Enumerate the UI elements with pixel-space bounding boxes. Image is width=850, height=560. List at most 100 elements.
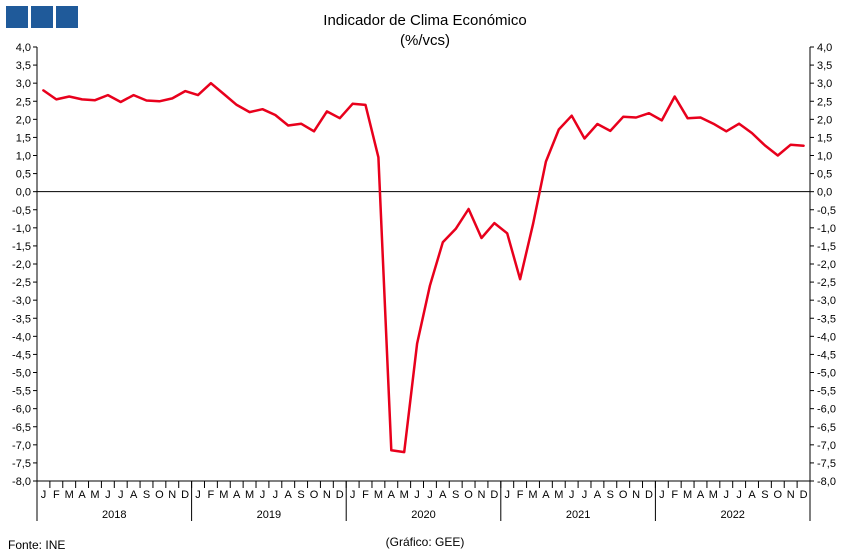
x-month-label: A (130, 489, 138, 501)
x-month-label: J (736, 489, 742, 501)
y-tick-label-right: -1,0 (817, 223, 836, 235)
x-month-label: N (323, 489, 331, 501)
y-tick-label-right: -2,0 (817, 259, 836, 271)
y-tick-label-right: 4,0 (817, 42, 832, 54)
y-tick-label-right: -3,5 (817, 313, 836, 325)
x-month-label: J (427, 489, 433, 501)
y-tick-label-right: 1,5 (817, 132, 832, 144)
x-month-label: M (65, 489, 74, 501)
y-tick-label-right: 2,5 (817, 96, 832, 108)
x-month-label: S (297, 489, 304, 501)
x-month-label: J (118, 489, 124, 501)
x-month-label: M (374, 489, 383, 501)
x-month-label: F (517, 489, 524, 501)
y-tick-label-right: 0,0 (817, 187, 832, 199)
y-tick-label-left: -5,5 (12, 386, 31, 398)
chart-subtitle: (%/vcs) (400, 32, 450, 49)
x-year-label: 2020 (411, 509, 435, 521)
series-line (42, 81, 805, 454)
y-tick-label-left: 3,0 (16, 78, 31, 90)
x-month-label: J (260, 489, 266, 501)
x-month-label: A (233, 489, 241, 501)
y-tick-label-left: -4,5 (12, 349, 31, 361)
x-month-label: D (800, 489, 808, 501)
x-month-label: F (362, 489, 369, 501)
y-tick-label-right: 1,0 (817, 151, 832, 163)
y-tick-label-right: -0,5 (817, 205, 836, 217)
y-tick-label-right: -6,5 (817, 422, 836, 434)
x-month-label: M (90, 489, 99, 501)
y-tick-label-right: 2,0 (817, 114, 832, 126)
y-tick-label-right: -7,5 (817, 458, 836, 470)
y-tick-label-left: -8,0 (12, 476, 31, 488)
series-group (42, 81, 805, 454)
y-tick-label-left: 1,0 (16, 151, 31, 163)
x-month-label: D (336, 489, 344, 501)
y-tick-label-left: 0,0 (16, 187, 31, 199)
x-month-label: S (143, 489, 150, 501)
ine-logo-icon (6, 6, 78, 28)
x-month-label: N (632, 489, 640, 501)
y-tick-label-right: -6,0 (817, 404, 836, 416)
x-month-label: A (285, 489, 293, 501)
x-month-label: J (414, 489, 420, 501)
y-tick-label-right: -5,0 (817, 368, 836, 380)
x-year-label: 2021 (566, 509, 590, 521)
x-month-label: F (53, 489, 60, 501)
y-tick-label-left: -0,5 (12, 205, 31, 217)
y-tick-label-right: -4,5 (817, 349, 836, 361)
y-tick-label-left: -2,0 (12, 259, 31, 271)
x-month-label: J (569, 489, 575, 501)
x-month-label: S (607, 489, 614, 501)
x-month-label: F (671, 489, 678, 501)
y-tick-label-left: -3,0 (12, 295, 31, 307)
y-tick-label-left: -2,5 (12, 277, 31, 289)
x-year-label: 2018 (102, 509, 126, 521)
y-tick-label-left: -6,5 (12, 422, 31, 434)
x-year-label: 2019 (257, 509, 281, 521)
x-month-label: N (787, 489, 795, 501)
y-tick-label-left: 0,5 (16, 169, 31, 181)
x-month-label: M (683, 489, 692, 501)
y-tick-label-left: -1,0 (12, 223, 31, 235)
x-month-label: J (41, 489, 47, 501)
y-tick-label-right: -3,0 (817, 295, 836, 307)
x-month-label: D (645, 489, 653, 501)
chart-axes (36, 47, 811, 482)
y-tick-label-right: -5,5 (817, 386, 836, 398)
x-month-label: A (388, 489, 396, 501)
y-tick-label-right: -4,0 (817, 331, 836, 343)
x-month-label: O (310, 489, 319, 501)
y-tick-label-left: 4,0 (16, 42, 31, 54)
x-month-label: M (400, 489, 409, 501)
credit-note: (Gráfico: GEE) (385, 535, 465, 549)
x-month-label: J (105, 489, 111, 501)
x-month-label: O (774, 489, 783, 501)
y-tick-label-left: 3,5 (16, 60, 31, 72)
x-month-label: M (528, 489, 537, 501)
x-month-label: A (594, 489, 602, 501)
x-month-label: J (273, 489, 279, 501)
x-month-label: O (464, 489, 473, 501)
x-month-label: M (245, 489, 254, 501)
x-month-label: F (208, 489, 215, 501)
x-month-label: A (542, 489, 550, 501)
y-tick-label-right: 3,0 (817, 78, 832, 90)
x-month-label: D (181, 489, 189, 501)
y-tick-label-right: -2,5 (817, 277, 836, 289)
y-tick-label-left: -1,5 (12, 241, 31, 253)
x-month-label: J (724, 489, 730, 501)
y-tick-label-left: -4,0 (12, 331, 31, 343)
y-axis-ticks: 4,0 4,0 3,5 3,5 3,0 3,0 2,5 2,5 2,0 2,0 1,5 1,5 1,0 1… (12, 42, 836, 488)
x-month-label: N (477, 489, 485, 501)
y-tick-label-right: 0,5 (817, 169, 832, 181)
y-tick-label-right: -1,5 (817, 241, 836, 253)
x-month-label: A (697, 489, 705, 501)
y-tick-label-left: 2,5 (16, 96, 31, 108)
x-month-label: D (490, 489, 498, 501)
y-tick-label-left: 1,5 (16, 132, 31, 144)
x-month-label: J (582, 489, 588, 501)
chart-title: Indicador de Clima Económico (323, 12, 527, 29)
x-month-label: M (219, 489, 228, 501)
